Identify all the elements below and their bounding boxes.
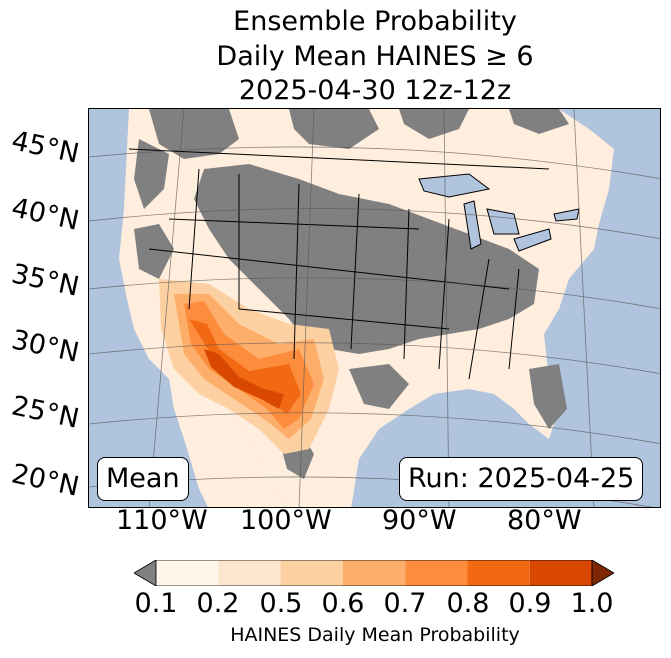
cbar-tick-0.5: 0.5	[259, 588, 303, 619]
colorbar-bin-3	[280, 560, 343, 586]
state-borders	[128, 148, 550, 380]
map-panel	[88, 108, 661, 508]
lat-label-45n: 45°N	[8, 125, 82, 170]
cbar-tick-0.7: 0.7	[383, 588, 427, 619]
colorbar-bin-6	[467, 560, 530, 586]
graticule	[89, 109, 660, 507]
cbar-tick-0.9: 0.9	[508, 588, 552, 619]
run-date-box: Run: 2025-04-25	[399, 457, 644, 501]
colorbar-bin-2	[218, 560, 281, 586]
map-svg	[89, 109, 660, 507]
colorbar-over-arrow	[591, 560, 614, 586]
title-line-2: Daily Mean HAINES ≥ 6	[216, 41, 534, 72]
mexico-land	[169, 379, 288, 507]
cbar-tick-1.0: 1.0	[570, 588, 614, 619]
lat-label-30n: 30°N	[8, 324, 82, 369]
colorbar-bin-7	[529, 560, 592, 586]
probability-fill	[159, 279, 339, 454]
colorbar-bin-5	[405, 560, 468, 586]
colorbar-under-arrow	[134, 560, 157, 586]
cbar-tick-0.1: 0.1	[134, 588, 178, 619]
colorbar-bin-4	[342, 560, 406, 586]
colorbar-label: HAINES Daily Mean Probability	[230, 624, 520, 646]
lon-label-90w: 90°W	[382, 505, 457, 536]
lon-label-80w: 80°W	[507, 505, 582, 536]
no-data-areas	[134, 109, 569, 479]
lat-label-25n: 25°N	[8, 390, 82, 435]
cbar-tick-0.6: 0.6	[321, 588, 365, 619]
mean-label-box: Mean	[97, 457, 189, 501]
title-line-3: 2025-04-30 12z-12z	[238, 75, 512, 106]
colorbar	[134, 560, 614, 586]
lon-label-110w: 110°W	[116, 505, 208, 536]
title-line-1: Ensemble Probability	[233, 6, 517, 37]
lat-label-40n: 40°N	[8, 192, 82, 237]
colorbar-bin-1	[156, 560, 219, 586]
cbar-tick-0.8: 0.8	[446, 588, 490, 619]
great-lakes	[418, 173, 580, 252]
lon-label-100w: 100°W	[240, 505, 332, 536]
lat-label-20n: 20°N	[8, 458, 82, 503]
cbar-tick-0.2: 0.2	[196, 588, 240, 619]
lat-label-35n: 35°N	[8, 258, 82, 303]
